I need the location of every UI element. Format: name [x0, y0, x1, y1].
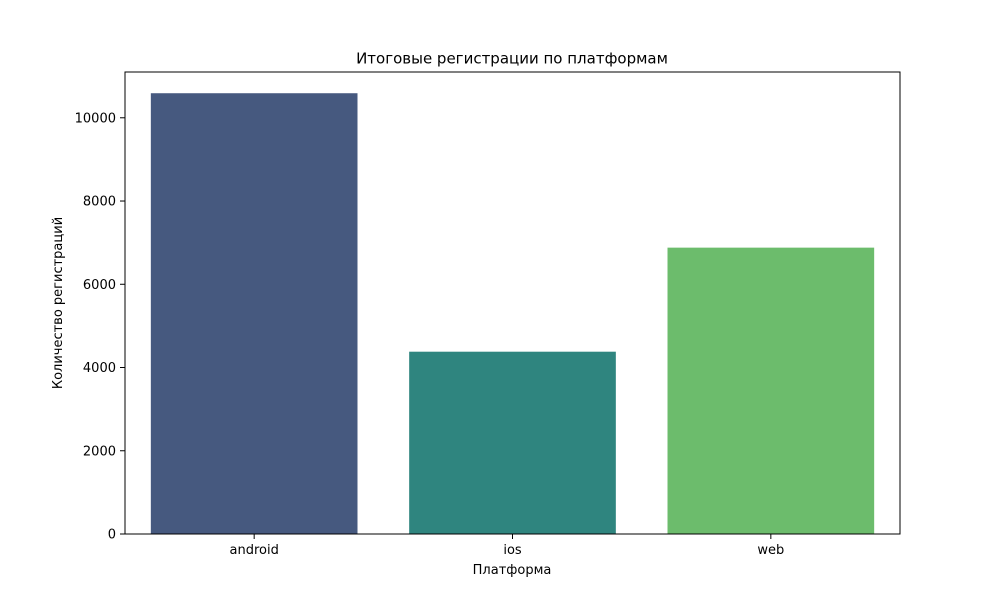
bar-ios [409, 351, 616, 534]
y-tick-label: 8000 [83, 195, 116, 210]
chart-title: Итоговые регистрации по платформам [356, 50, 668, 68]
x-tick-label: ios [503, 543, 522, 558]
y-axis-label: Количество регистраций [51, 217, 66, 389]
x-axis: android ios web [229, 534, 784, 558]
x-tick-label: android [229, 543, 278, 558]
y-tick-label: 4000 [83, 361, 116, 376]
bar-web [667, 247, 875, 534]
y-tick-label: 10000 [75, 111, 116, 126]
x-tick-label: web [757, 543, 784, 558]
y-tick-label: 6000 [83, 278, 116, 293]
bars-group [150, 93, 875, 535]
bar-android [150, 93, 358, 535]
y-tick-label: 2000 [83, 444, 116, 459]
y-tick-label: 0 [108, 528, 116, 543]
x-axis-label: Платформа [473, 563, 552, 578]
y-axis: 0 2000 4000 6000 8000 10000 [75, 111, 125, 543]
